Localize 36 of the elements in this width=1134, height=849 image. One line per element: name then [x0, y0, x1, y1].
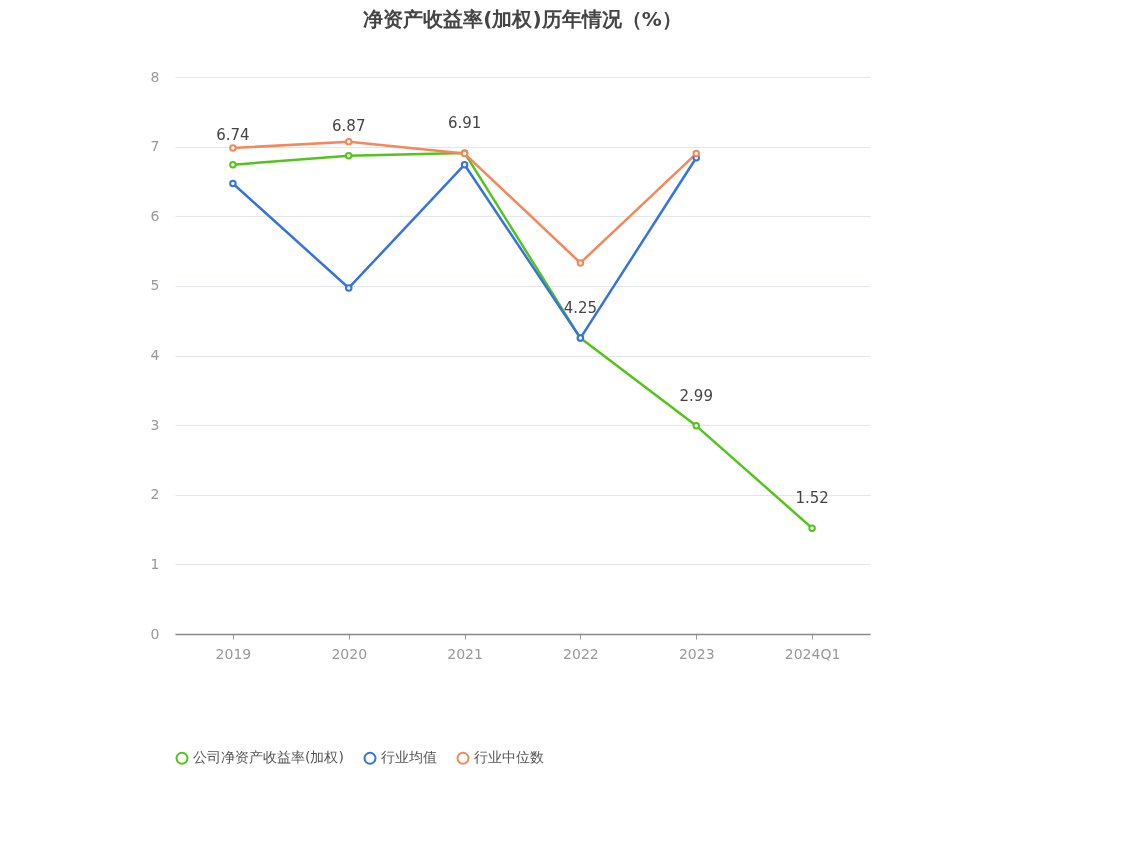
point	[460, 160, 469, 169]
point	[345, 284, 353, 292]
point	[345, 151, 353, 160]
x-tick-label: 2019	[215, 645, 252, 662]
x-tick-label: 2022	[563, 645, 599, 662]
data-label: 1.52	[795, 489, 829, 508]
y-tick-label: 8	[150, 68, 160, 85]
point	[692, 422, 700, 430]
legend-label: 公司净资产收益率(加权)	[193, 749, 344, 766]
y-tick-label: 3	[150, 416, 160, 433]
y-tick-label: 4	[150, 347, 160, 363]
y-tick-label: 5	[150, 277, 160, 294]
point	[576, 259, 585, 267]
point	[345, 138, 353, 146]
y-tick-label: 2	[150, 486, 160, 503]
data-label: 6.91	[447, 113, 482, 132]
data-label: 6.74	[216, 125, 250, 144]
point	[229, 160, 237, 169]
y-tick-label: 1	[150, 555, 160, 572]
legend-label: 行业中位数	[474, 749, 544, 766]
data-label: 6.87	[332, 116, 366, 135]
y-tick-label: 7	[150, 138, 160, 155]
x-tick-label: 2023	[678, 645, 715, 662]
y-tick-label: 0	[150, 625, 160, 642]
point	[692, 149, 700, 158]
data-label: 2.99	[679, 386, 713, 405]
x-tick-label: 2021	[447, 645, 483, 662]
chart-title: 净资产收益率(加权)历年情况（%）	[363, 7, 682, 31]
data-label: 4.25	[563, 299, 598, 318]
y-tick-label: 6	[150, 207, 160, 224]
point	[229, 144, 237, 152]
x-tick-label: 2020	[331, 645, 368, 662]
point	[229, 179, 237, 188]
point	[808, 524, 816, 532]
legend-label: 行业均值	[381, 749, 437, 766]
x-tick-label: 2024Q1	[784, 645, 841, 662]
